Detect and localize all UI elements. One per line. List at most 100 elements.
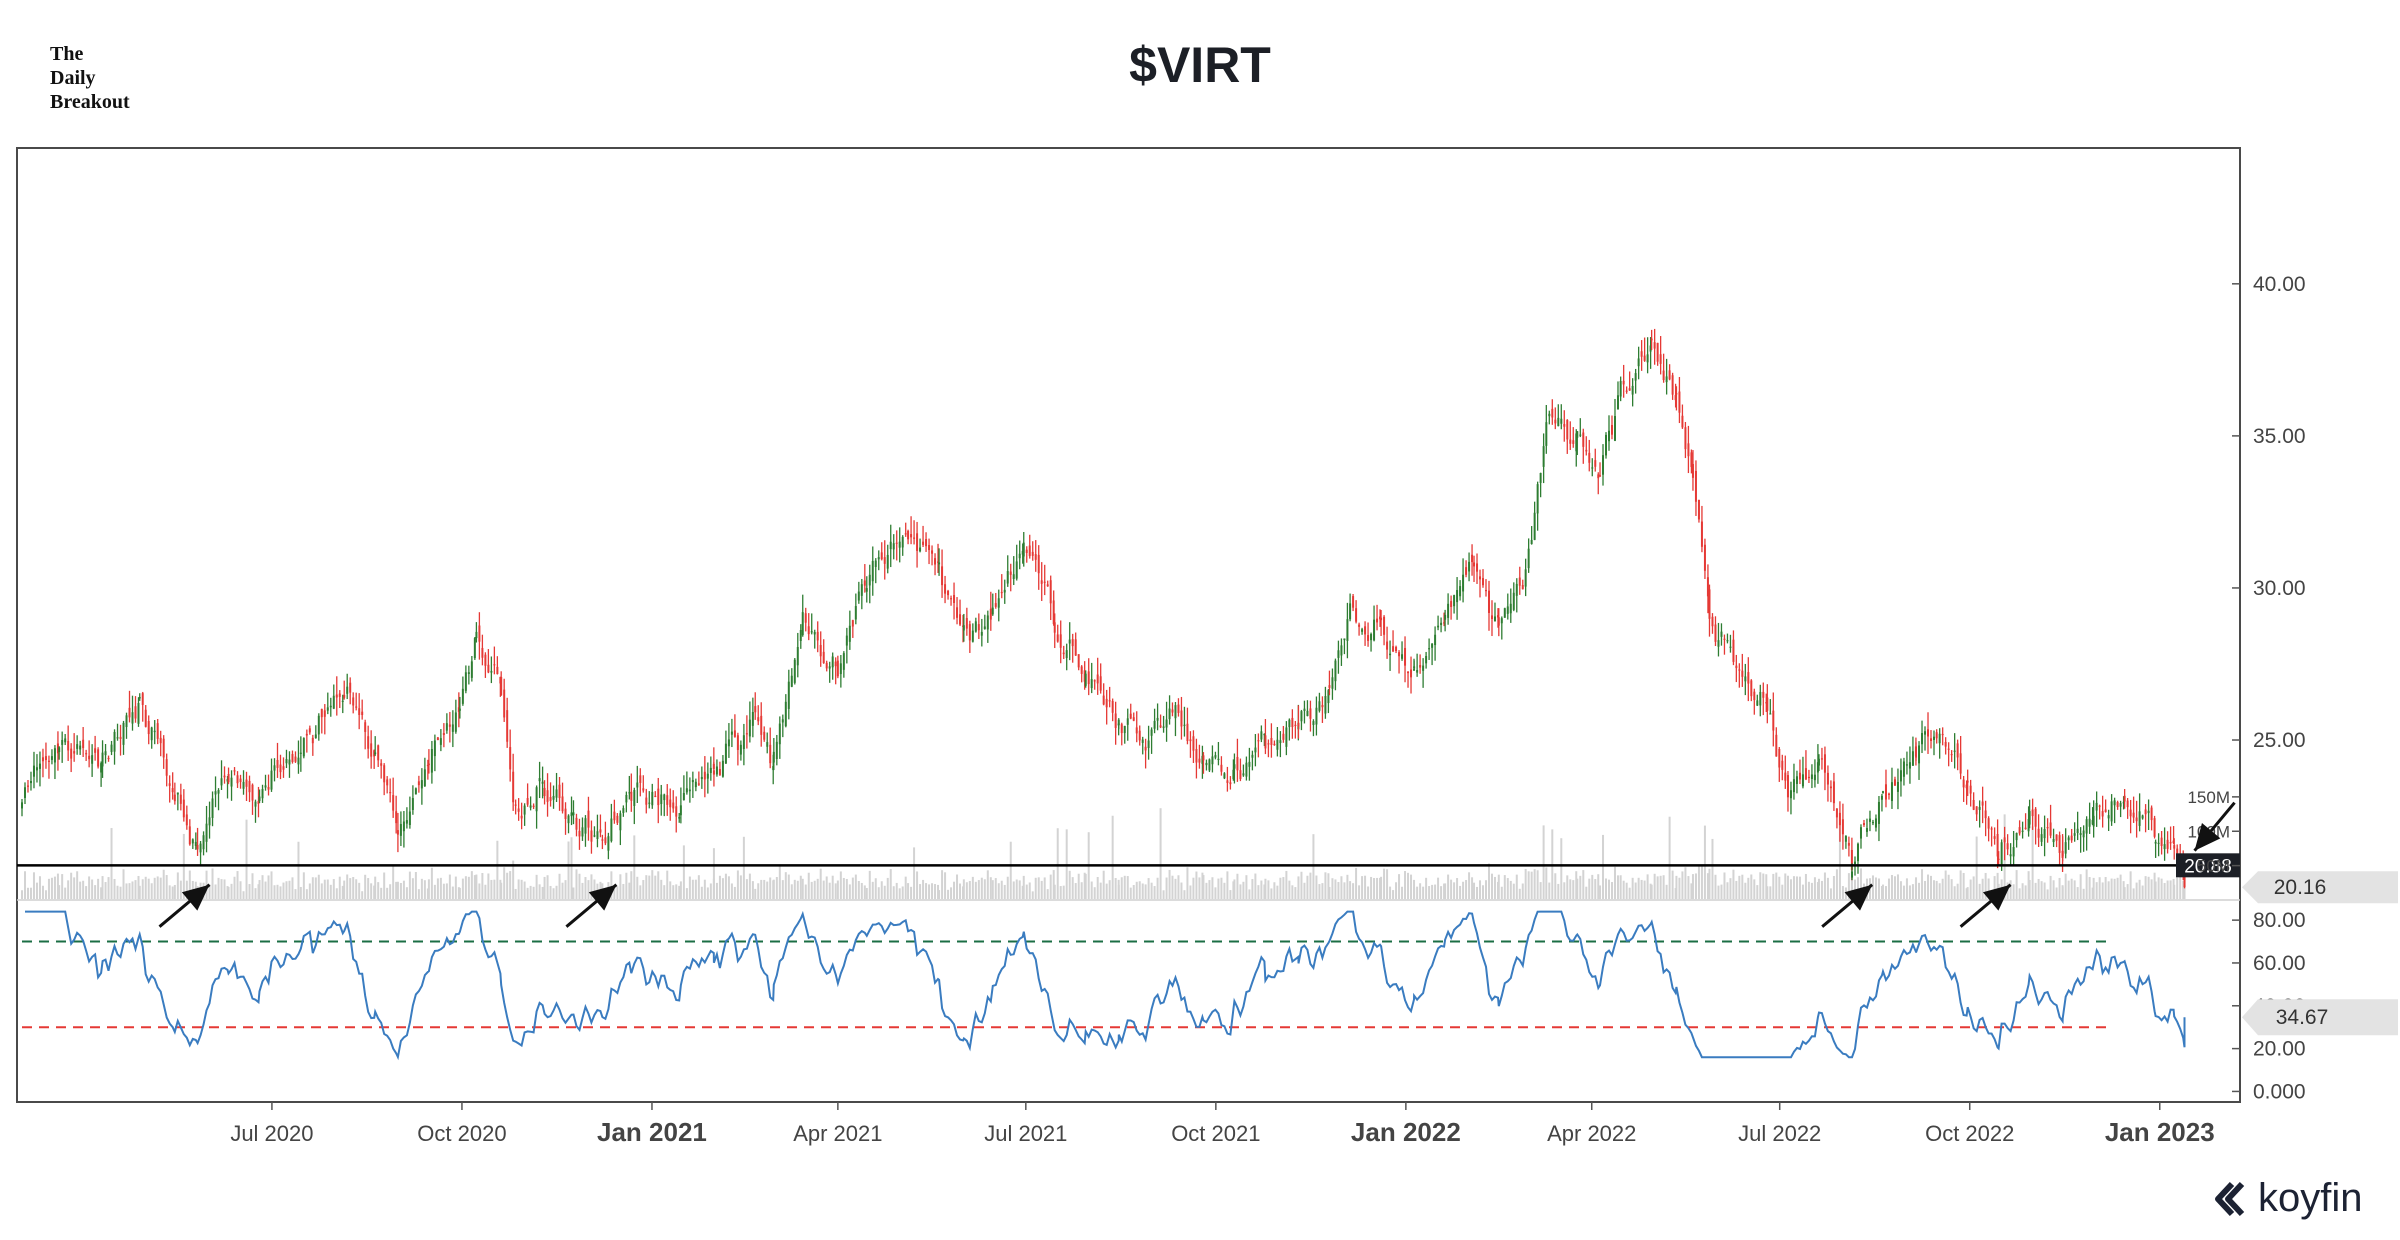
candle-body xyxy=(1560,418,1563,424)
candle-body xyxy=(1838,812,1841,826)
candle-body xyxy=(276,759,279,768)
candle-body xyxy=(1031,551,1034,556)
candle-body xyxy=(1856,843,1859,862)
candle-body xyxy=(41,757,44,762)
candle-body xyxy=(828,666,831,669)
volume-bar xyxy=(2110,878,2113,899)
candle-body xyxy=(1380,617,1383,621)
candle-body xyxy=(1208,759,1211,771)
candle-body xyxy=(1557,417,1560,427)
volume-bar xyxy=(974,881,977,899)
volume-bar xyxy=(2079,874,2082,899)
volume-bar xyxy=(430,867,433,899)
candle-body xyxy=(500,676,503,696)
candle-body xyxy=(1747,672,1750,684)
volume-bar xyxy=(1068,870,1071,899)
volume-bar xyxy=(291,877,294,899)
candle-body xyxy=(596,831,599,839)
candle-body xyxy=(1953,750,1956,752)
candle-body xyxy=(1171,709,1174,713)
candle-body xyxy=(1242,773,1245,776)
candle-body xyxy=(326,707,329,711)
volume-bar xyxy=(67,880,70,899)
candle-body xyxy=(757,717,760,722)
candle-body xyxy=(1183,724,1186,726)
candle-body xyxy=(1817,758,1820,766)
annotation-arrow-head xyxy=(1844,884,1873,911)
candle-body xyxy=(1941,733,1944,736)
volume-bar xyxy=(1242,881,1245,899)
volume-bar xyxy=(1343,882,1346,899)
volume-bar xyxy=(1962,872,1965,899)
candle-body xyxy=(1453,595,1456,607)
volume-bar xyxy=(997,883,1000,899)
last-rsi-tag xyxy=(2242,999,2398,1036)
candle-body xyxy=(176,792,179,795)
candle-body xyxy=(1462,574,1465,592)
candle-body xyxy=(842,653,845,670)
volume-bar xyxy=(666,870,669,899)
candle-body xyxy=(1703,544,1706,571)
candle-body xyxy=(567,815,570,824)
volume-bar xyxy=(2173,884,2176,899)
volume-bar xyxy=(739,875,742,899)
volume-bar xyxy=(1965,888,1968,899)
candle-body xyxy=(1671,375,1674,395)
candle-body xyxy=(1619,381,1622,397)
chart-title: $VIRT xyxy=(1129,37,1271,93)
candle-body xyxy=(101,752,104,767)
volume-bar xyxy=(763,879,766,899)
volume-bar xyxy=(1201,872,1204,899)
volume-bar xyxy=(1434,884,1437,899)
date-tick-label: Jul 2020 xyxy=(230,1121,313,1146)
volume-bar xyxy=(904,876,907,899)
candle-body xyxy=(168,783,171,786)
candle-body xyxy=(2144,809,2147,815)
volume-bar xyxy=(834,883,837,899)
volume-bar xyxy=(2021,883,2024,899)
candle-body xyxy=(173,794,176,802)
candle-body xyxy=(1569,439,1572,444)
volume-bar xyxy=(799,875,802,899)
volume-bar xyxy=(1367,886,1370,899)
candle-body xyxy=(910,534,913,538)
volume-bar xyxy=(1165,877,1168,899)
volume-bar xyxy=(625,872,628,899)
rsi-tick-label: 80.00 xyxy=(2253,909,2306,932)
volume-bar xyxy=(107,877,110,899)
volume-bar xyxy=(1260,880,1263,899)
volume-bar xyxy=(1183,890,1186,899)
candle-body xyxy=(1297,723,1300,727)
candle-body xyxy=(1201,755,1204,764)
price-tick-label: 40.00 xyxy=(2253,273,2306,296)
candle-body xyxy=(257,801,260,804)
volume-bar xyxy=(1217,878,1220,899)
candle-body xyxy=(1034,554,1037,560)
candle-body xyxy=(1868,818,1871,822)
volume-bar xyxy=(408,871,411,899)
chart-frame xyxy=(16,147,2241,1103)
candle-body xyxy=(227,773,230,783)
candle-body xyxy=(1813,774,1816,781)
candle-body xyxy=(1993,836,1996,839)
volume-bar xyxy=(2119,874,2122,899)
volume-bar xyxy=(552,888,555,899)
volume-bar xyxy=(1810,882,1813,899)
candle-body xyxy=(880,552,883,560)
candle-body xyxy=(1675,393,1678,395)
volume-bar xyxy=(335,888,338,899)
candle-body xyxy=(983,626,986,629)
candle-body xyxy=(1358,624,1361,627)
volume-bar xyxy=(1911,884,1914,899)
volume-bar xyxy=(807,872,810,899)
candle-body xyxy=(1853,861,1856,865)
volume-bar xyxy=(2101,882,2104,899)
candle-body xyxy=(889,541,892,550)
candle-body xyxy=(1576,431,1579,438)
candle-body xyxy=(220,778,223,786)
candle-body xyxy=(426,764,429,767)
candle-body xyxy=(1229,782,1232,785)
candle-body xyxy=(414,788,417,795)
koyfin-logo[interactable]: koyfin xyxy=(2210,1176,2363,1221)
candle-body xyxy=(113,731,116,752)
